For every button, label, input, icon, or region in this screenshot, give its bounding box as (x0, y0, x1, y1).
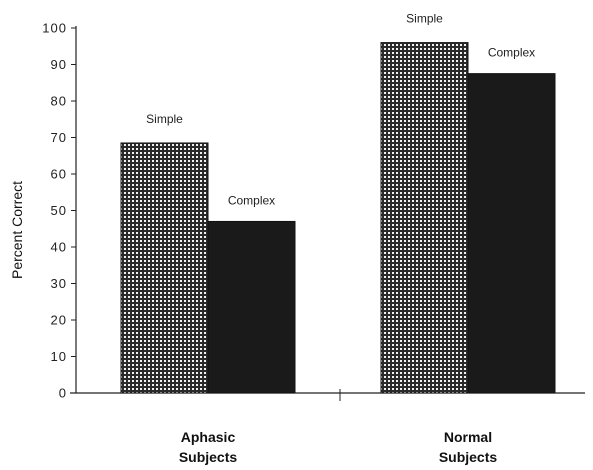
y-tick-label: 80 (51, 94, 67, 109)
y-tick-label: 20 (51, 313, 67, 328)
y-axis-title: Percent Correct (9, 181, 25, 279)
y-tick-label: 70 (51, 130, 67, 145)
x-category-label: Aphasic Subjects (179, 429, 238, 465)
bar-label-complex: Complex (228, 193, 275, 207)
y-tick-label: 0 (59, 386, 67, 401)
bars (120, 42, 556, 394)
bar-label-complex: Complex (488, 46, 535, 60)
y-tick-label: 60 (51, 167, 67, 182)
y-tick-label: 10 (51, 349, 67, 364)
y-tick-label: 30 (51, 276, 67, 291)
bar-simple-1 (380, 42, 469, 394)
y-tick-label: 100 (42, 21, 67, 36)
bar-label-simple: Simple (146, 112, 183, 126)
y-ticks: 0 10 20 30 40 50 60 70 80 90 100 (42, 21, 76, 401)
bar-simple-0 (120, 142, 209, 394)
y-tick-label: 90 (51, 57, 67, 72)
x-category-label: Normal Subjects (439, 429, 498, 465)
bar-labels: Simple Simple Complex Complex (146, 12, 535, 208)
y-tick-label: 50 (51, 203, 67, 218)
y-tick-label: 40 (51, 240, 67, 255)
bar-complex-1 (467, 73, 556, 394)
category-labels: Aphasic Subjects Normal Subjects (179, 429, 498, 465)
bar-complex-0 (207, 220, 296, 394)
bar-label-simple: Simple (406, 12, 443, 26)
